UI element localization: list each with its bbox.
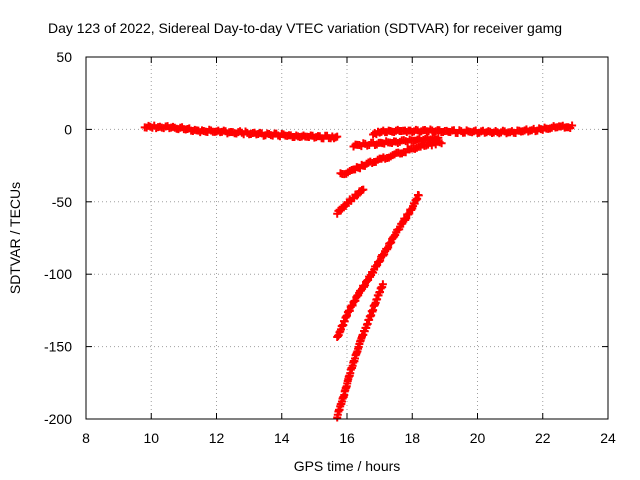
y-axis-label: SDTVAR / TECUs xyxy=(7,182,23,294)
data-point xyxy=(375,257,384,266)
axis-ticks: 8 10 12 14 16 18 20 22 24 50 0 -50 -100 -150 -200 xyxy=(44,49,616,446)
x-tick-label: 20 xyxy=(470,430,486,446)
chart-title: Day 123 of 2022, Sidereal Day-to-day VTE… xyxy=(48,20,562,36)
grid-lines xyxy=(86,57,608,419)
x-tick-label: 14 xyxy=(274,430,290,446)
series-arc-b xyxy=(349,133,443,151)
x-tick-label: 22 xyxy=(535,430,551,446)
series-arc-d xyxy=(333,190,423,341)
data-point xyxy=(379,251,388,260)
x-tick-label: 12 xyxy=(209,430,225,446)
data-point xyxy=(414,191,423,200)
x-axis-label: GPS time / hours xyxy=(294,458,401,474)
data-point xyxy=(568,121,577,130)
x-tick-label: 8 xyxy=(82,430,90,446)
series-main-trace xyxy=(140,121,342,143)
y-tick-label: -100 xyxy=(44,266,72,282)
plot-frame xyxy=(85,56,609,420)
data-point xyxy=(434,133,443,142)
series-arc-c xyxy=(333,185,368,218)
y-tick-label: 0 xyxy=(64,121,72,137)
data-point xyxy=(372,262,381,271)
y-tick-label: -200 xyxy=(44,411,72,427)
x-tick-label: 10 xyxy=(143,430,159,446)
data-point xyxy=(401,215,410,224)
data-point xyxy=(437,139,446,148)
data-point xyxy=(390,232,399,241)
data-point xyxy=(376,256,385,265)
y-tick-label: -50 xyxy=(52,194,72,210)
x-tick-label: 18 xyxy=(404,430,420,446)
x-tick-label: 16 xyxy=(339,430,355,446)
data-point xyxy=(343,199,351,208)
x-tick-label: 24 xyxy=(600,430,616,446)
data-point xyxy=(333,132,342,141)
data-points xyxy=(140,121,577,422)
data-point xyxy=(360,282,369,291)
data-point xyxy=(378,280,387,289)
y-tick-label: 50 xyxy=(56,49,72,65)
series-recovery-trace xyxy=(369,121,577,139)
data-point xyxy=(384,243,393,252)
y-tick-label: -150 xyxy=(44,339,72,355)
series-arc-e xyxy=(333,280,387,422)
data-point xyxy=(352,191,361,200)
data-point xyxy=(359,185,368,194)
